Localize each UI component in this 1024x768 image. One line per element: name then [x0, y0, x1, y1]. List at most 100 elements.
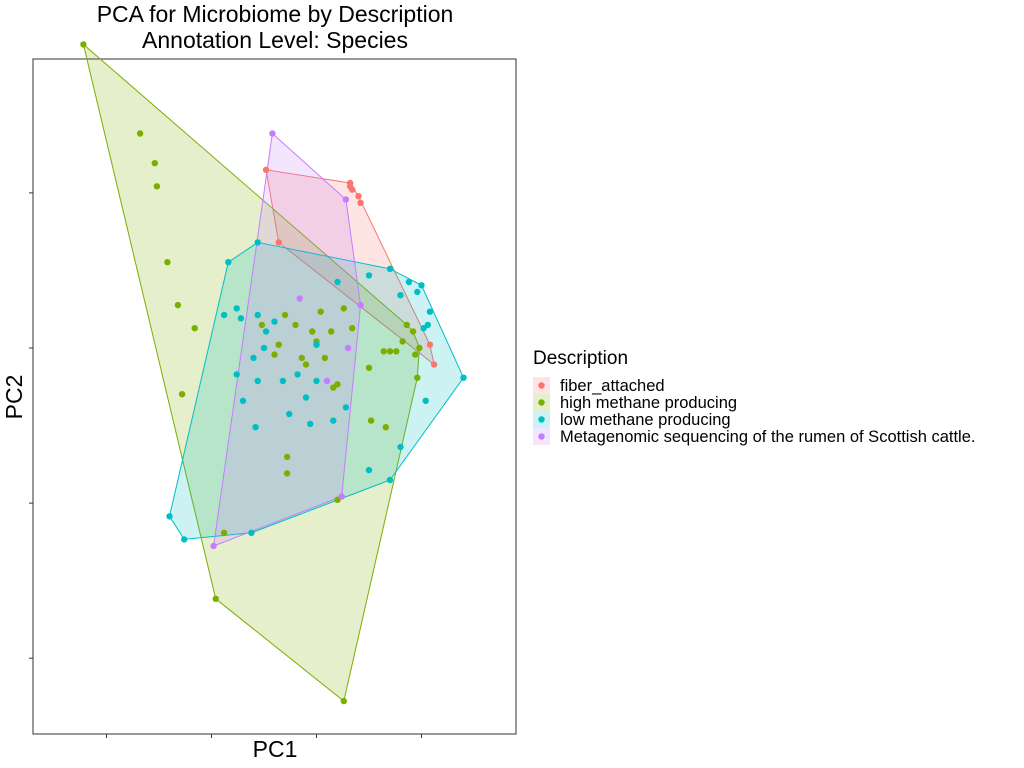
point-series-4-3	[210, 542, 217, 550]
point-series-3-19	[342, 404, 350, 411]
point-series-3-13	[260, 344, 268, 352]
legend-dot-2	[538, 399, 545, 406]
point-series-2-14	[298, 354, 305, 362]
point-series-3-11	[271, 318, 278, 325]
point-series-3-23	[405, 278, 413, 286]
point-series-2-25	[367, 417, 375, 424]
point-series-2-27	[380, 348, 387, 355]
legend-label-1: fiber_attached	[560, 377, 665, 395]
point-series-2-1	[80, 41, 87, 48]
point-series-2-18	[317, 308, 324, 315]
point-series-3-36	[248, 529, 255, 536]
legend-label-3: low methane producing	[560, 411, 731, 429]
point-series-2-19	[321, 354, 329, 362]
point-series-3-24	[414, 288, 421, 296]
point-series-3-17	[313, 377, 320, 385]
point-series-2-36	[220, 529, 228, 536]
point-series-2-11	[275, 341, 282, 348]
point-series-2-30	[399, 338, 406, 345]
points-layer	[80, 41, 467, 705]
point-series-2-2	[136, 130, 144, 137]
point-series-2-16	[309, 328, 316, 335]
point-series-1-9	[275, 239, 282, 246]
point-series-1-8	[426, 341, 434, 348]
point-series-3-15	[294, 371, 301, 378]
legend-dot-4	[538, 433, 545, 440]
legend-label-4: Metagenomic sequencing of the rumen of S…	[560, 428, 975, 446]
point-series-4-4	[338, 493, 345, 500]
point-series-3-39	[307, 420, 314, 428]
legend-title: Description	[533, 348, 628, 369]
point-series-2-20	[328, 328, 335, 335]
point-series-3-4	[233, 305, 240, 312]
point-series-2-10	[271, 351, 278, 358]
point-series-3-1	[225, 259, 232, 266]
point-series-4-2	[342, 196, 350, 203]
point-series-2-7	[191, 325, 198, 332]
point-series-1-5	[355, 193, 362, 200]
point-series-3-16	[302, 394, 310, 401]
point-series-2-28	[386, 348, 394, 355]
point-series-3-14	[286, 410, 293, 418]
point-series-3-10	[254, 311, 261, 319]
point-series-2-13	[292, 321, 299, 329]
point-series-1-1	[262, 166, 270, 173]
point-series-3-12	[279, 377, 287, 385]
x-axis-label: PC1	[253, 736, 298, 762]
point-series-2-39	[283, 470, 291, 477]
point-series-3-21	[386, 265, 394, 272]
point-series-3-41	[313, 341, 320, 348]
point-series-2-42	[416, 344, 423, 352]
point-series-3-33	[365, 466, 373, 474]
legend-label-2: high methane producing	[560, 394, 737, 412]
point-series-2-29	[393, 348, 400, 355]
y-axis-label: PC2	[1, 375, 27, 420]
point-series-2-5	[164, 259, 171, 266]
point-series-2-38	[212, 595, 219, 602]
point-series-2-3	[151, 160, 158, 167]
point-series-1-7	[430, 361, 438, 368]
point-series-2-9	[258, 321, 266, 329]
point-series-4-1	[269, 130, 276, 137]
point-series-2-22	[334, 381, 341, 388]
point-series-2-4	[153, 183, 161, 190]
point-series-3-5	[237, 315, 245, 322]
legend-dot-1	[538, 382, 545, 389]
point-series-2-26	[382, 424, 389, 431]
point-series-3-9	[254, 377, 261, 385]
point-series-3-37	[252, 424, 259, 431]
legend-dot-3	[538, 416, 545, 423]
point-series-2-12	[281, 311, 289, 319]
axis-ticks	[29, 192, 422, 738]
point-series-4-8	[296, 295, 303, 302]
hull-series-4	[212, 132, 362, 547]
point-series-2-33	[412, 351, 419, 358]
point-series-2-34	[414, 374, 421, 381]
point-series-2-8	[178, 391, 186, 398]
point-series-2-35	[365, 364, 373, 371]
point-series-2-23	[340, 305, 347, 312]
point-series-3-29	[460, 374, 467, 381]
chart-title-line-2: Annotation Level: Species	[142, 27, 408, 53]
point-series-3-20	[365, 272, 373, 279]
point-series-3-22	[397, 292, 404, 299]
point-series-3-18	[330, 417, 337, 424]
point-series-2-32	[409, 328, 417, 335]
point-series-3-25	[418, 282, 425, 289]
point-series-3-31	[397, 443, 404, 451]
point-series-3-35	[181, 536, 188, 543]
point-series-2-6	[174, 301, 182, 309]
chart-title-line-1: PCA for Microbiome by Description	[97, 1, 454, 27]
point-series-2-24	[349, 325, 356, 332]
point-series-1-6	[357, 199, 364, 206]
point-series-4-7	[323, 377, 331, 385]
point-series-3-7	[250, 354, 257, 362]
point-series-3-38	[239, 397, 247, 404]
point-series-3-6	[233, 371, 240, 378]
point-series-3-8	[262, 328, 270, 335]
point-series-2-40	[340, 697, 347, 705]
point-series-3-27	[420, 325, 427, 332]
point-series-3-28	[426, 308, 434, 315]
